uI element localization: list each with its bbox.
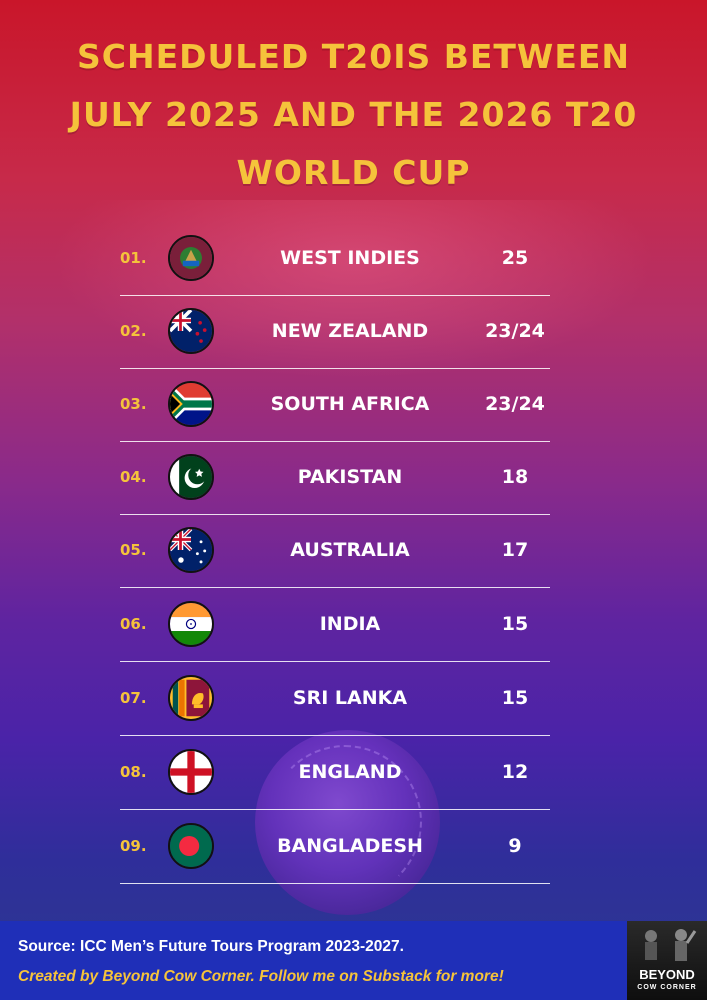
brand-logo: BEYOND COW CORNER bbox=[627, 921, 707, 1000]
india-flag-icon bbox=[168, 601, 214, 647]
logo-text-secondary: COW CORNER bbox=[637, 984, 697, 991]
match-count: 17 bbox=[501, 539, 529, 561]
bangladesh-flag-icon bbox=[168, 823, 214, 869]
rank-number: 04. bbox=[120, 468, 147, 486]
rank-number: 06. bbox=[120, 615, 147, 633]
team-name: SOUTH AFRICA bbox=[270, 393, 430, 415]
cricketer-silhouette-icon bbox=[645, 929, 697, 961]
stadium-glow bbox=[0, 200, 707, 400]
match-count: 25 bbox=[501, 247, 529, 269]
team-name: SRI LANKA bbox=[292, 687, 408, 709]
logo-text-primary: BEYOND bbox=[639, 967, 695, 982]
ranking-row: 01. WEST INDIES 25 bbox=[120, 222, 550, 296]
match-count: 15 bbox=[501, 613, 529, 635]
match-count: 23/24 bbox=[485, 393, 545, 415]
rank-number: 01. bbox=[120, 249, 147, 267]
credit-text: Created by Beyond Cow Corner. Follow me … bbox=[18, 968, 504, 985]
ranking-row: 03. SOUTH AFRICA 23/24 bbox=[120, 368, 550, 442]
ranking-row: 04. PAKISTAN 18 bbox=[120, 441, 550, 515]
match-count: 18 bbox=[501, 466, 529, 488]
south-africa-flag-icon bbox=[168, 381, 214, 427]
ranking-row: 09. BANGLADESH 9 bbox=[120, 810, 550, 884]
match-count: 15 bbox=[501, 687, 529, 709]
australia-flag-icon bbox=[168, 527, 214, 573]
match-count: 9 bbox=[508, 835, 522, 857]
ranking-row: 06. INDIA 15 bbox=[120, 588, 550, 662]
team-name: WEST INDIES bbox=[280, 247, 420, 269]
west-indies-flag-icon bbox=[168, 235, 214, 281]
team-name: ENGLAND bbox=[298, 761, 402, 783]
match-count: 23/24 bbox=[485, 320, 545, 342]
footer-bar: Source: ICC Men’s Future Tours Program 2… bbox=[0, 921, 707, 1000]
rank-number: 05. bbox=[120, 541, 147, 559]
rank-number: 09. bbox=[120, 837, 147, 855]
sri-lanka-flag-icon bbox=[168, 675, 214, 721]
page-title: SCHEDULED T20IS BETWEEN JULY 2025 AND TH… bbox=[69, 37, 638, 192]
rank-number: 03. bbox=[120, 395, 147, 413]
ranking-row: 07. SRI LANKA 15 bbox=[120, 662, 550, 736]
match-count: 12 bbox=[501, 761, 529, 783]
cricket-ball-seam bbox=[268, 745, 422, 899]
england-flag-icon bbox=[168, 749, 214, 795]
team-name: INDIA bbox=[319, 613, 381, 635]
pakistan-flag-icon bbox=[168, 454, 214, 500]
ranking-row: 02. NEW ZEALAND 23/24 bbox=[120, 295, 550, 369]
rank-number: 07. bbox=[120, 689, 147, 707]
ranking-row: 05. AUSTRALIA 17 bbox=[120, 514, 550, 588]
team-name: AUSTRALIA bbox=[290, 539, 410, 561]
team-name: BANGLADESH bbox=[277, 835, 423, 857]
team-name: PAKISTAN bbox=[297, 466, 403, 488]
new-zealand-flag-icon bbox=[168, 308, 214, 354]
rank-number: 08. bbox=[120, 763, 147, 781]
team-name: NEW ZEALAND bbox=[271, 320, 429, 342]
source-text: Source: ICC Men’s Future Tours Program 2… bbox=[18, 938, 404, 955]
ranking-row: 08. ENGLAND 12 bbox=[120, 736, 550, 810]
rank-number: 02. bbox=[120, 322, 147, 340]
